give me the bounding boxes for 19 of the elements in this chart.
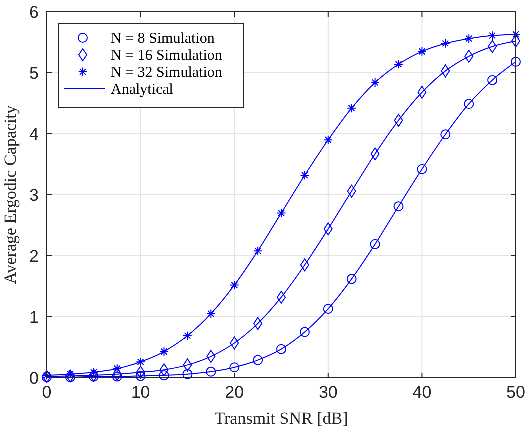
y-tick-label: 5 <box>30 64 39 83</box>
legend-label: N = 8 Simulation <box>111 31 216 47</box>
x-axis-title: Transmit SNR [dB] <box>214 409 348 428</box>
x-tick-label: 30 <box>318 383 338 402</box>
y-tick-label: 2 <box>30 247 39 266</box>
x-tick-label: 40 <box>412 383 432 402</box>
x-tick-label: 0 <box>42 383 52 402</box>
legend-label: Analytical <box>111 82 174 98</box>
x-tick-label: 10 <box>131 383 150 402</box>
y-tick-label: 1 <box>30 308 39 327</box>
x-tick-label: 20 <box>225 383 244 402</box>
y-tick-label: 4 <box>30 125 39 144</box>
x-tick-label: 50 <box>506 383 526 402</box>
y-tick-label: 3 <box>30 186 39 205</box>
legend-label: N = 16 Simulation <box>111 48 223 64</box>
y-axis-title: Average Ergodic Capacity <box>1 105 20 284</box>
y-tick-label: 6 <box>30 3 39 22</box>
legend-label: N = 32 Simulation <box>111 65 223 81</box>
y-tick-label: 0 <box>30 369 39 388</box>
